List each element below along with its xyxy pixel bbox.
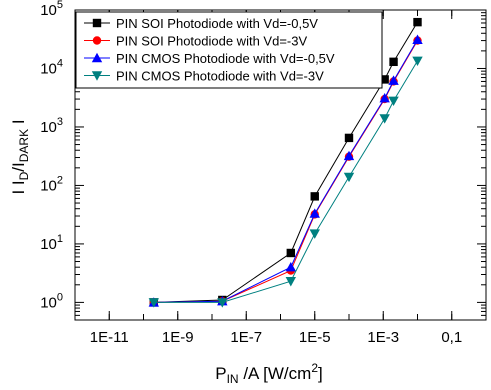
legend-item: PIN SOI Photodiode with Vd=-3V [84,34,307,49]
data-point [413,17,422,27]
legend-marker [91,52,103,63]
data-point [310,192,319,201]
series-3 [148,34,423,307]
data-point [285,277,297,287]
legend-item: PIN SOI Photodiode with Vd=-0,5V [84,16,318,31]
legend-marker [91,71,103,81]
series-layer [148,17,423,308]
y-tick-label: 102 [40,174,63,194]
y-tick-label: 105 [40,0,63,19]
x-tick-label: 1E-5 [299,329,331,346]
data-point [343,150,355,161]
data-point [389,57,398,67]
y-tick-label: 103 [40,116,63,136]
data-point [285,261,297,272]
data-point [412,56,423,67]
x-axis-label: PIN /A [W/cm2] [215,361,323,386]
data-point [217,298,228,308]
series-line [153,60,418,303]
x-tick-label: 1E-7 [230,329,262,346]
data-point [388,75,399,85]
legend-box [75,11,383,89]
x-tick-label: 1E-9 [162,329,194,346]
data-point [380,75,389,84]
data-point [379,114,390,124]
data-point [309,229,320,239]
legend-marker [92,36,102,45]
legend-label: PIN CMOS Photodiode with Vd=-3V [116,69,324,84]
legend-label: PIN CMOS Photodiode with Vd=-0,5V [116,51,335,66]
x-tick-label: 0,1 [441,329,462,346]
data-point [344,133,354,143]
x-tick-label: 1E-3 [367,329,399,346]
data-point [148,298,160,308]
legend-item: PIN CMOS Photodiode with Vd=-3V [84,69,324,84]
legend-label: PIN SOI Photodiode with Vd=-0,5V [116,16,318,31]
data-point [309,208,320,218]
data-point [343,172,355,183]
x-tick-label: 1E-11 [90,329,129,346]
y-tick-label: 100 [40,291,63,311]
data-point [286,248,296,258]
legend-item: PIN CMOS Photodiode with Vd=-0,5V [84,51,335,66]
data-point [379,93,390,103]
series-4 [148,56,423,308]
legend: PIN SOI Photodiode with Vd=-0,5V PIN SOI … [75,11,383,89]
y-axis-label: I ID/IDARK I [9,119,31,194]
y-tick-label: 101 [40,233,63,253]
data-point [412,34,423,44]
legend-label: PIN SOI Photodiode with Vd=-3V [116,34,307,49]
data-point [388,96,399,107]
y-tick-label: 104 [40,57,63,77]
legend-marker [92,18,102,28]
